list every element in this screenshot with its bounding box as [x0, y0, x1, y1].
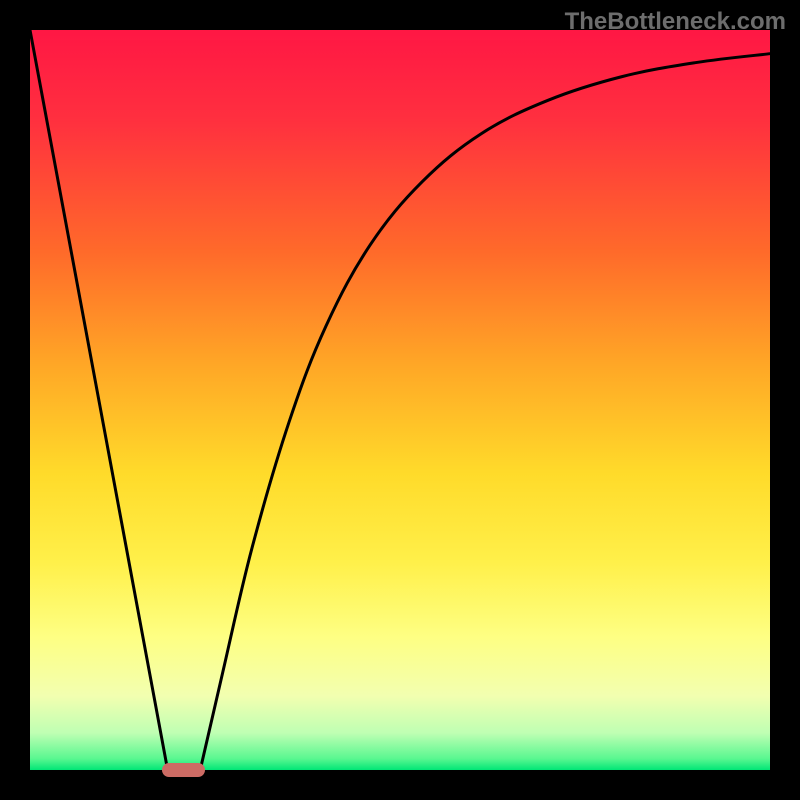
chart-canvas: TheBottleneck.com: [0, 0, 800, 800]
minimum-marker: [162, 763, 205, 776]
plot-area: [30, 30, 770, 770]
watermark-text: TheBottleneck.com: [565, 8, 786, 36]
v-curve-path: [30, 30, 770, 770]
curve-layer: [30, 30, 770, 770]
